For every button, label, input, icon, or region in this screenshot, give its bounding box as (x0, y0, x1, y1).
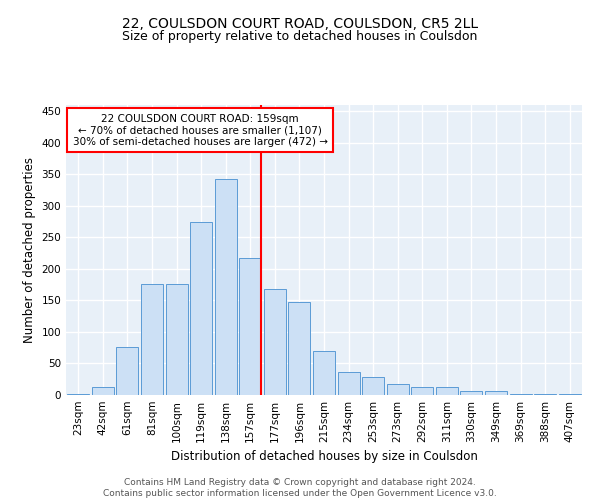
Bar (338, 372, 359, 395)
Bar (166, 284, 188, 395)
Text: 22 COULSDON COURT ROAD: 159sqm
← 70% of detached houses are smaller (1,107)
30% : 22 COULSDON COURT ROAD: 159sqm ← 70% of … (73, 114, 328, 147)
Text: Contains HM Land Registry data © Crown copyright and database right 2024.
Contai: Contains HM Land Registry data © Crown c… (103, 478, 497, 498)
Bar (264, 289, 286, 395)
Bar (67, 394, 89, 395)
Bar (116, 347, 139, 395)
Text: 22, COULSDON COURT ROAD, COULSDON, CR5 2LL: 22, COULSDON COURT ROAD, COULSDON, CR5 2… (122, 18, 478, 32)
Bar (141, 284, 163, 395)
Bar (239, 258, 262, 395)
X-axis label: Distribution of detached houses by size in Coulsdon: Distribution of detached houses by size … (170, 450, 478, 464)
Bar (215, 180, 237, 395)
Bar (534, 394, 556, 395)
Text: Size of property relative to detached houses in Coulsdon: Size of property relative to detached ho… (122, 30, 478, 43)
Bar (411, 388, 433, 395)
Bar (509, 394, 532, 395)
Bar (460, 390, 482, 395)
Bar (485, 391, 507, 395)
Bar (313, 351, 335, 395)
Bar (92, 388, 114, 395)
Bar (436, 387, 458, 395)
Y-axis label: Number of detached properties: Number of detached properties (23, 157, 36, 343)
Bar (386, 384, 409, 395)
Bar (289, 302, 310, 395)
Bar (362, 378, 384, 395)
Bar (190, 222, 212, 395)
Bar (559, 394, 581, 395)
